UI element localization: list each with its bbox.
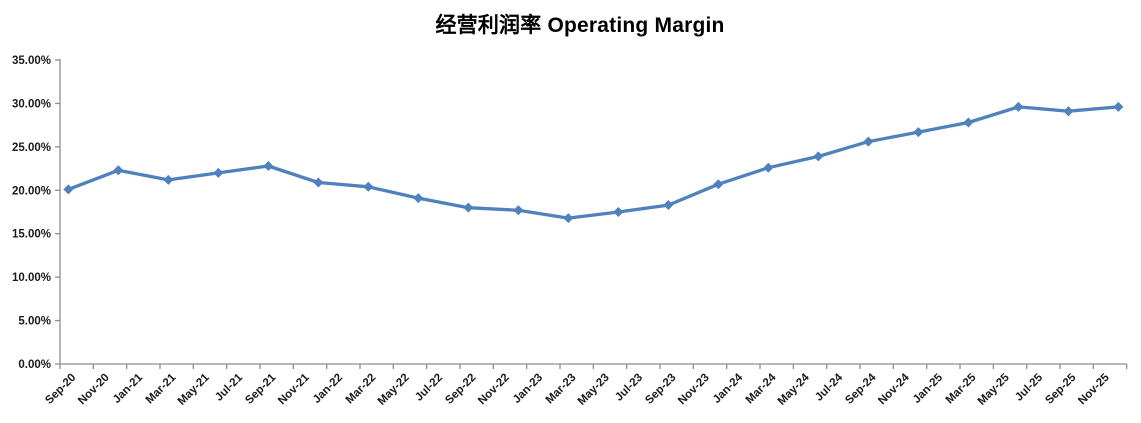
series-line: [66, 105, 1121, 220]
x-tick-label: Jul-25: [1013, 371, 1045, 403]
x-tick-label: Nov-21: [276, 371, 312, 407]
data-point-marker: [113, 165, 124, 176]
y-tick-label: 35.00%: [12, 55, 51, 67]
data-point-marker: [513, 205, 524, 216]
x-tick-label: Nov-24: [876, 371, 912, 407]
x-tick-label: May-25: [976, 371, 1012, 407]
x-tick-label: Nov-22: [476, 372, 512, 408]
data-point-marker: [813, 151, 824, 162]
x-tick-label: Mar-24: [744, 371, 779, 406]
y-tick-label: 15.00%: [12, 229, 51, 241]
x-tick-label: May-23: [576, 372, 612, 408]
data-point-marker: [163, 174, 174, 185]
data-point-marker: [463, 202, 474, 213]
x-tick-label: May-21: [176, 371, 212, 407]
data-point-marker: [963, 117, 974, 128]
x-tick-label: Jul-24: [813, 371, 845, 403]
data-point-marker: [213, 167, 224, 178]
x-tick-label: May-22: [376, 372, 412, 408]
data-point-marker: [1013, 101, 1024, 112]
data-point-marker: [413, 193, 424, 204]
data-point-marker: [563, 213, 574, 224]
x-tick-label: Jan-21: [111, 371, 146, 406]
y-tick-label: 0.00%: [18, 359, 51, 371]
y-tick-label: 30.00%: [12, 98, 51, 110]
data-point-marker: [363, 181, 374, 192]
x-tick-label: Nov-23: [676, 372, 712, 408]
x-tick-label: Jan-25: [911, 371, 946, 406]
chart-title: 经营利润率 Operating Margin: [435, 14, 725, 37]
data-point-marker: [663, 200, 674, 211]
x-tick-label: Sep-23: [643, 372, 678, 407]
x-tick-label: Sep-21: [243, 371, 279, 407]
data-point-marker: [63, 184, 74, 195]
x-tick-label: Sep-24: [843, 371, 879, 407]
x-tick-label: Nov-25: [1076, 371, 1112, 407]
x-tick-label: Jul-22: [413, 372, 445, 404]
data-point-marker: [613, 207, 624, 217]
data-point-marker: [763, 162, 774, 173]
data-point-marker: [1063, 106, 1074, 117]
x-tick-label: Jan-24: [711, 371, 746, 406]
data-point-marker: [863, 136, 874, 147]
x-tick-label: May-24: [776, 371, 812, 407]
x-tick-label: Jul-23: [613, 372, 645, 404]
x-tick-label: Nov-20: [76, 372, 112, 408]
x-tick-label: Jul-21: [213, 371, 245, 403]
x-tick-label: Mar-25: [944, 371, 979, 406]
x-tick-label: Mar-22: [344, 372, 379, 407]
data-point-marker: [913, 127, 924, 138]
data-point-marker: [313, 177, 324, 188]
x-tick-label: Jan-23: [511, 372, 545, 406]
data-point-marker: [263, 160, 274, 171]
y-tick-label: 25.00%: [12, 142, 51, 154]
y-tick-label: 5.00%: [18, 316, 51, 328]
y-tick-label: 10.00%: [12, 272, 51, 284]
x-tick-label: Mar-21: [144, 371, 179, 406]
x-tick-label: Sep-22: [443, 372, 478, 407]
y-tick-label: 20.00%: [12, 185, 51, 197]
data-point-marker: [713, 179, 724, 190]
x-tick-label: Sep-20: [43, 372, 78, 407]
data-point-marker: [1113, 101, 1124, 112]
x-tick-label: Jan-22: [311, 372, 345, 406]
x-tick-label: Sep-25: [1043, 371, 1079, 407]
x-tick-label: Mar-23: [544, 372, 579, 407]
